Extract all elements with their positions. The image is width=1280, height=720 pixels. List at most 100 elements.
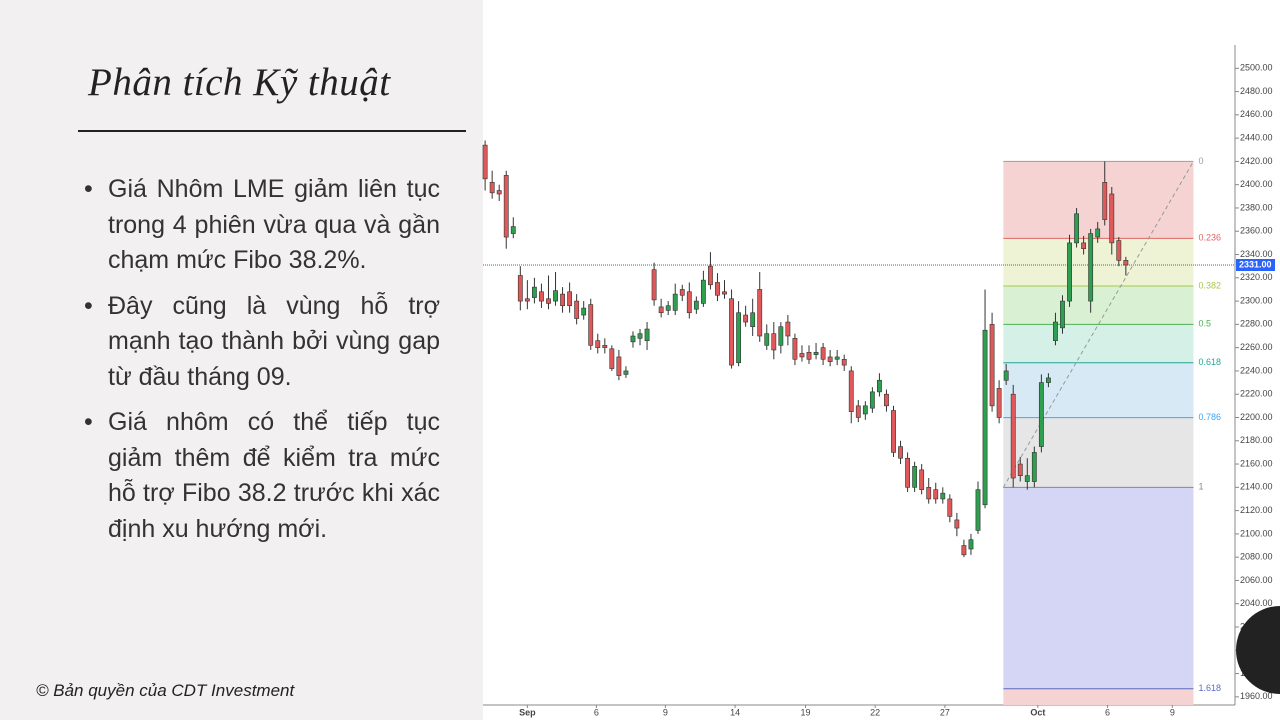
y-tick-label: 2200.00: [1240, 412, 1273, 422]
candle-body: [778, 326, 784, 346]
x-tick-label: 6: [1105, 707, 1110, 717]
y-tick-label: 2460.00: [1240, 109, 1273, 119]
candle-body: [722, 291, 727, 295]
candle-body: [1038, 382, 1044, 447]
candle-body: [898, 446, 903, 459]
y-tick-label: 2380.00: [1240, 202, 1273, 212]
candle-body: [665, 305, 671, 311]
fib-label: 1.618: [1198, 683, 1221, 693]
y-tick-label: 2360.00: [1240, 226, 1273, 236]
candle-body: [630, 335, 636, 343]
candle-body: [736, 312, 742, 364]
slide-title: Phân tích Kỹ thuật: [88, 61, 391, 104]
y-tick-label: 2220.00: [1240, 389, 1273, 399]
candle-body: [546, 298, 551, 304]
y-tick-label: 2340.00: [1240, 249, 1273, 259]
last-price-label: 2331.00: [1239, 259, 1272, 269]
candle-body: [553, 290, 558, 302]
y-tick-label: 2160.00: [1240, 458, 1273, 468]
candle-body: [602, 345, 608, 348]
candle-body: [869, 391, 875, 409]
candle-body: [609, 348, 615, 369]
candle-body: [567, 291, 573, 307]
candle-body: [940, 492, 946, 500]
candle-body: [834, 356, 840, 360]
candle-body: [961, 545, 967, 556]
y-tick-label: 2480.00: [1240, 86, 1273, 96]
candle-body: [750, 312, 756, 327]
candle-body: [827, 356, 833, 362]
bullet: Giá Nhôm LME giảm liên tục trong 4 phiên…: [84, 172, 440, 279]
candle-body: [771, 333, 777, 351]
fib-zone: [1003, 688, 1194, 705]
candle-body: [1081, 242, 1087, 250]
x-tick-label: 22: [870, 707, 880, 717]
candle-body: [679, 289, 685, 296]
fib-zone: [1003, 362, 1194, 418]
fib-zone: [1003, 285, 1194, 325]
x-tick-label: Oct: [1030, 707, 1045, 717]
candle-body: [531, 286, 537, 298]
candle-body: [933, 489, 939, 500]
candle-body: [764, 333, 770, 346]
candle-body: [877, 379, 882, 393]
x-tick-label: 27: [940, 707, 950, 717]
candle-body: [1045, 377, 1051, 383]
candle-body: [637, 333, 643, 339]
y-tick-label: 2300.00: [1240, 295, 1273, 305]
x-tick-label: 19: [800, 707, 810, 717]
fib-label: 0.786: [1198, 412, 1221, 422]
candle-body: [644, 328, 650, 341]
fib-zone: [1003, 417, 1194, 488]
candle-body: [708, 265, 713, 286]
candle-body: [891, 410, 896, 453]
candle-body: [693, 300, 699, 310]
fib-label: 0.618: [1198, 357, 1221, 367]
candle-body: [799, 353, 805, 358]
candle-body: [757, 289, 763, 337]
last-price-box: [1236, 259, 1275, 271]
y-tick-label: 2120.00: [1240, 505, 1273, 515]
candle-body: [1116, 240, 1122, 261]
x-tick-label: 9: [1170, 707, 1175, 717]
candle-body: [954, 519, 960, 529]
candle-body: [517, 275, 523, 302]
y-tick-label: 2060.00: [1240, 575, 1273, 585]
candle-body: [792, 338, 798, 360]
candle-body: [496, 190, 502, 195]
candle-body: [672, 293, 678, 311]
candle-body: [926, 487, 932, 500]
candle-body: [1088, 233, 1094, 302]
fib-label: 0.382: [1198, 280, 1221, 290]
plot-area: 0 0.236 0.382 0.5 0.618 0.786 1 1.618: [482, 140, 1235, 705]
candle-body: [1109, 193, 1115, 244]
fib-label: 0.236: [1198, 233, 1221, 243]
candle-body: [912, 466, 918, 488]
y-tick-label: 2140.00: [1240, 482, 1273, 492]
candle-body: [975, 489, 981, 531]
candle-body: [482, 144, 488, 180]
candle-body: [1095, 228, 1101, 238]
y-tick-label: 2440.00: [1240, 132, 1273, 142]
fib-zone: [1003, 487, 1194, 689]
fib-zone: [1003, 161, 1194, 239]
candle-body: [616, 356, 622, 376]
candle-body: [968, 539, 974, 550]
bullet: Đây cũng là vùng hỗ trợ mạnh tạo thành b…: [84, 289, 440, 396]
candle-body: [820, 347, 826, 360]
candle-body: [855, 405, 861, 418]
candle-body: [489, 182, 495, 194]
candle-body: [658, 306, 664, 314]
candle-body: [574, 300, 580, 319]
decor-circle: [1236, 606, 1280, 694]
candle-body: [581, 307, 587, 316]
candle-body: [982, 329, 988, 506]
fib-label: 0: [1198, 156, 1203, 166]
candle-body: [905, 457, 910, 488]
candle-body: [996, 388, 1002, 418]
y-tick-label: 2500.00: [1240, 63, 1273, 73]
candle-body: [715, 282, 720, 296]
fib-label: 0.5: [1198, 319, 1211, 329]
